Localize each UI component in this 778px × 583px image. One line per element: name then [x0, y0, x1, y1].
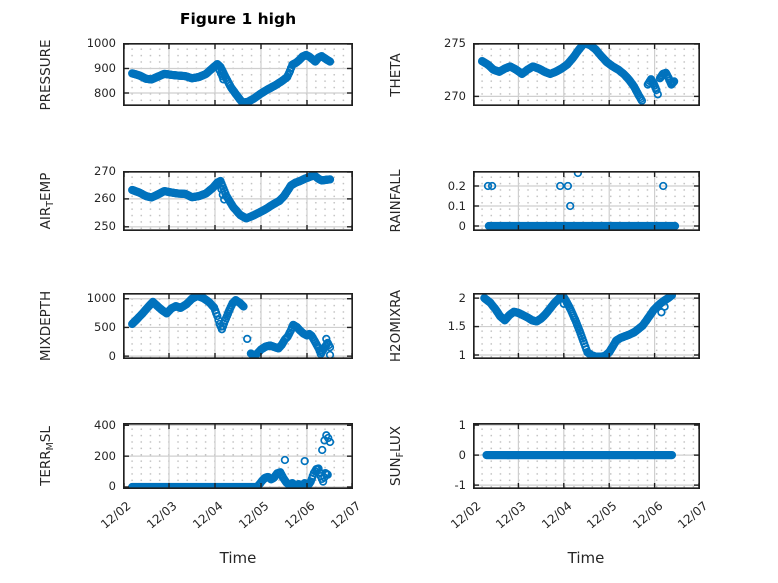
x-axis-label-left: Time	[219, 549, 257, 567]
y-tick-label: 900	[94, 60, 116, 75]
plot-pressure-points	[128, 50, 335, 106]
plot-h2omixra-canvas	[473, 293, 700, 359]
y-tick-label: 1	[458, 417, 466, 432]
y-tick-label: 0	[108, 479, 116, 494]
plot-rainfall-points	[483, 171, 680, 231]
y-tick-label: 0.2	[447, 178, 466, 193]
plot-air-temp-points	[128, 171, 335, 223]
y-tick-label: 200	[94, 448, 116, 463]
ylabel-air-temp: AIRTEMP	[38, 172, 57, 230]
y-tick-label: 2	[458, 290, 466, 305]
plot-sun-flux	[473, 423, 700, 489]
ylabel-part: AIR	[38, 206, 54, 230]
plot-sun-flux-canvas	[473, 423, 700, 489]
y-tick-label: 1.5	[447, 319, 466, 334]
ylabel-part: SUN	[388, 457, 404, 486]
plot-h2omixra	[473, 293, 700, 359]
ylabel-pressure: PRESSURE	[38, 39, 54, 110]
plot-mixdepth-points	[128, 293, 335, 359]
ylabel-part: H2OMIXRA	[388, 289, 404, 363]
y-tick-label: 0	[108, 348, 116, 363]
ylabel-theta: THETA	[388, 53, 404, 96]
y-tick-label: 260	[94, 191, 116, 206]
y-tick-label: 0	[458, 447, 466, 462]
x-axis-label-right: Time	[567, 549, 605, 567]
plot-sun-flux-points	[482, 450, 677, 460]
plot-mixdepth-canvas	[123, 293, 353, 359]
y-tick-label: 270	[94, 163, 116, 178]
ylabel-part: F	[395, 451, 407, 458]
plot-terr-msl	[123, 423, 353, 489]
plot-terr-msl-points	[128, 431, 335, 489]
y-tick-label: 1000	[86, 36, 116, 51]
ylabel-part: RAINFALL	[388, 169, 404, 233]
plot-h2omixra-points	[480, 293, 677, 359]
figure-title: Figure 1 high	[179, 10, 297, 28]
y-tick-label: 270	[444, 88, 466, 103]
y-tick-label: -1	[454, 477, 466, 492]
ylabel-part: LUX	[388, 426, 404, 452]
plot-theta-canvas	[473, 43, 700, 106]
y-tick-label: 400	[94, 417, 116, 432]
ylabel-part: T	[45, 200, 57, 207]
plot-air-temp-canvas	[123, 171, 353, 231]
ylabel-part: EMP	[38, 172, 54, 201]
ylabel-rainfall: RAINFALL	[388, 170, 404, 233]
ylabel-part: M	[45, 442, 57, 451]
plot-pressure	[123, 43, 353, 106]
y-tick-label: 1000	[86, 291, 116, 306]
plot-air-temp	[123, 171, 353, 231]
y-tick-label: 250	[94, 219, 116, 234]
plot-theta-points	[477, 43, 679, 105]
y-tick-label: 0	[458, 218, 466, 233]
plot-theta	[473, 43, 700, 106]
y-tick-label: 0.1	[447, 198, 466, 213]
ylabel-part: MIXDEPTH	[38, 290, 54, 362]
plot-terr-msl-canvas	[123, 423, 353, 489]
plot-rainfall-canvas	[473, 171, 700, 231]
y-tick-label: 500	[94, 319, 116, 334]
ylabel-part: TERR	[38, 450, 54, 486]
ylabel-part: PRESSURE	[38, 39, 54, 110]
y-tick-label: 275	[444, 35, 466, 50]
plot-rainfall	[473, 171, 700, 231]
y-tick-label: 800	[94, 85, 116, 100]
ylabel-part: THETA	[388, 52, 404, 97]
ylabel-part: SL	[38, 426, 54, 443]
plot-pressure-canvas	[123, 43, 353, 106]
ylabel-terr-msl: TERRMSL	[38, 426, 57, 486]
y-tick-label: 1	[458, 347, 466, 362]
ylabel-sun-flux: SUNFLUX	[388, 426, 407, 486]
ylabel-h2omixra: H2OMIXRA	[388, 290, 404, 362]
plot-mixdepth	[123, 293, 353, 359]
ylabel-mixdepth: MIXDEPTH	[38, 291, 54, 361]
